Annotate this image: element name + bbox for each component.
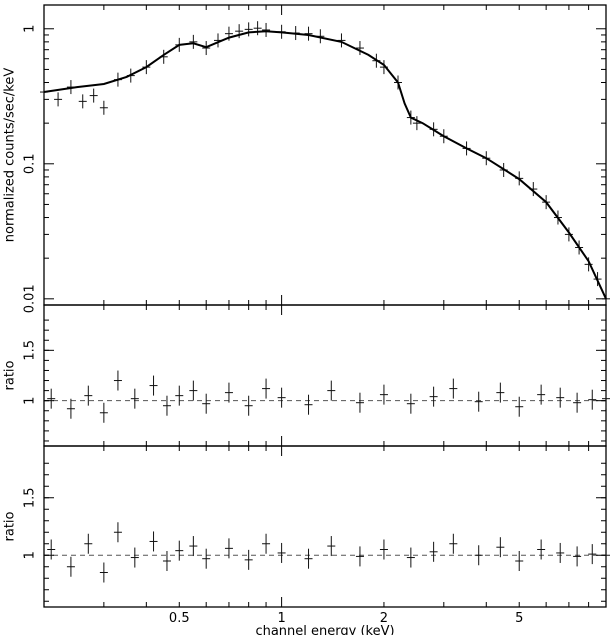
data-point [556,542,565,563]
data-point [189,34,198,49]
data-point [99,100,108,115]
data-point [277,542,286,563]
data-point [379,384,388,405]
spectrum-panel: 1 0.1 0.01 normalized counts/sec/keV [3,4,610,313]
plot-frame [43,445,607,608]
y-axis-title: normalized counts/sec/keV [3,68,18,243]
data-point [515,396,524,417]
data-point [449,378,458,399]
x-axis-title: channel energy (keV) [255,624,394,635]
x-tick-label: 5 [515,611,523,626]
data-point [262,22,271,37]
y-tick-label: 1 [23,25,38,33]
data-point [515,551,524,571]
data-point [162,551,171,571]
data-point [244,549,253,570]
data-point [253,21,262,36]
data-point [66,398,75,419]
data-point [149,531,158,552]
data-point [602,545,610,566]
data-point [130,388,139,409]
data-point [113,522,122,543]
y-axis-title: ratio [3,360,18,390]
data-point [474,545,483,566]
y-axis-title: ratio [3,511,18,541]
data-point [149,375,158,396]
data-point [66,556,75,577]
data-point [47,388,56,409]
y-tick-label: 1.5 [23,487,38,508]
data-point [277,387,286,408]
data-point [262,533,271,554]
data-point [602,388,610,409]
data-point [496,382,505,403]
ratio-panel-lower: 1 1.5 0.5 1 2 5 ratio channel energy (keV) [3,445,610,635]
data-point [537,384,546,405]
data-point [84,533,93,554]
data-point [84,385,93,406]
data-point [429,541,438,562]
data-point [537,539,546,560]
data-point [355,392,364,413]
data-point [556,387,565,408]
data-point [412,116,421,131]
data-point [189,536,198,557]
data-point [573,392,582,413]
y-tick-label: 0.1 [23,153,38,174]
data-point [564,227,573,242]
plot-frame [43,304,607,447]
x-tick-label: 0.5 [169,611,190,626]
data-point [573,546,582,567]
data-point [54,92,63,107]
data-point [130,547,139,568]
data-point [99,402,108,423]
data-point [175,385,184,406]
data-point [99,562,108,583]
data-point [474,391,483,412]
data-point [113,370,122,391]
data-point [202,548,211,569]
data-point [327,536,336,557]
y-tick-label: 1.5 [23,340,38,361]
model-curve [43,30,607,300]
data-point [224,382,233,403]
data-point [602,291,610,306]
data-point [304,26,313,41]
data-point [47,539,56,560]
y-tick-label: 0.01 [23,284,38,313]
y-tick-label: 1 [23,397,38,405]
data-point [78,94,87,109]
data-point [304,394,313,415]
y-tick-label: 1 [23,551,38,559]
data-point [162,395,171,416]
data-point [406,547,415,568]
x-tick-label: 1 [277,611,285,626]
data-point [379,539,388,560]
data-point [588,389,597,410]
data-point [244,395,253,416]
data-point [355,546,364,567]
data-point [406,393,415,414]
data-point [429,386,438,407]
ratio-panel-upper: 1 1.5 ratio [3,304,610,447]
data-point [202,393,211,414]
plot-frame [43,4,607,306]
data-point [496,537,505,558]
data-point [355,41,364,56]
data-point [224,538,233,559]
data-point [304,548,313,569]
x-tick-label: 2 [380,611,388,626]
data-point [244,22,253,37]
data-point [262,378,271,399]
data-point [327,380,336,401]
data-point [588,544,597,565]
data-point [449,533,458,554]
data-point [189,380,198,401]
data-point [175,540,184,561]
data-point [89,88,98,103]
